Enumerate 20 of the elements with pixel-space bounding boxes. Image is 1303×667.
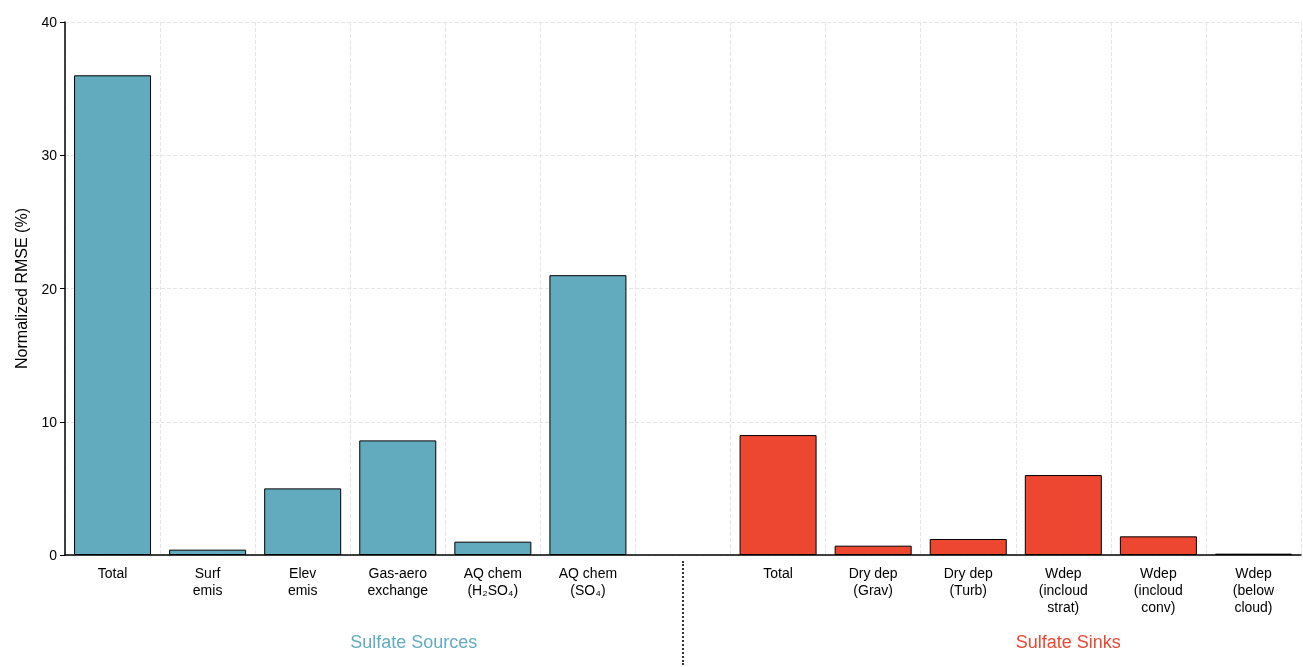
y-tick-label: 30: [41, 147, 58, 164]
x-tick-label: Wdep (below cloud): [1232, 564, 1275, 615]
x-tick-label: Wdep (incloud strat): [1038, 564, 1088, 615]
text: Sulfate Sources: [350, 632, 478, 652]
x-tick-label: Dry dep (Grav): [848, 564, 898, 598]
x-tick-label: AQ chem (SO₄): [558, 564, 618, 598]
y-axis-title: Normalized RMSE (%): [12, 208, 30, 369]
y-tick-label: 20: [41, 280, 58, 297]
x-tick-label: Dry dep (Turb): [943, 564, 993, 598]
x-tick-label: Gas-aero exchange: [367, 564, 429, 598]
text: Sulfate Sinks: [1015, 632, 1121, 652]
x-tick-label: Surf emis: [192, 564, 223, 598]
x-tick-label: Total: [97, 564, 128, 581]
x-tick-label: AQ chem (H₂SO₄): [463, 564, 523, 598]
y-tick-label: 40: [41, 14, 58, 30]
y-tick-label: 10: [41, 413, 58, 430]
y-tick-label: 0: [49, 547, 58, 563]
x-tick-label: Elev emis: [287, 564, 318, 598]
x-tick-label: Total: [763, 564, 793, 581]
x-tick-label: Wdep (incloud conv): [1133, 564, 1183, 615]
